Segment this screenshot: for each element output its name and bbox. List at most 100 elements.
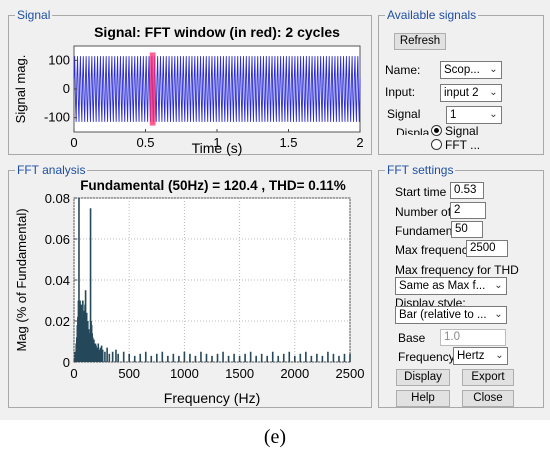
fft-bar (244, 353, 246, 362)
fft-bar (106, 347, 108, 362)
fft-bar (172, 353, 175, 362)
max-frequency-input[interactable]: 2500 (466, 240, 508, 257)
fundamental-label: Fundament (395, 224, 456, 238)
fft-bar (104, 351, 106, 362)
fft-bar (205, 353, 208, 362)
frequency-unit-dropdown[interactable]: Hertz ⌄ (453, 347, 508, 365)
fft-bar (227, 355, 230, 362)
fundamental-input[interactable]: 50 (451, 221, 483, 238)
display-signal-radio[interactable] (431, 125, 442, 136)
signal-plot: Signal: FFT window (in red): 2 cycles 0 0… (13, 24, 364, 156)
signal-number-dropdown[interactable]: 1 ⌄ (446, 106, 502, 124)
frequency-unit-label: Frequency (398, 350, 455, 364)
fft-bar (122, 351, 125, 362)
input-value: input 2 (444, 87, 479, 99)
fft-bar (271, 351, 274, 362)
display-style-value: Bar (relative to ... (399, 309, 487, 321)
fft-bar (238, 355, 241, 362)
signal-xlabel: Time (s) (192, 140, 243, 156)
fft-bar (167, 355, 169, 362)
close-button[interactable]: Close (462, 390, 514, 407)
fft-panel-title: FFT analysis (15, 163, 88, 177)
display-fft-radio[interactable] (431, 139, 442, 150)
start-time-input[interactable]: 0.53 (450, 182, 484, 199)
fft-plot: Fundamental (50Hz) = 120.4 , THD= 0.11% … (14, 178, 364, 406)
fft-analysis-window: Signal Signal: FFT window (in red): 2 cy… (0, 0, 550, 420)
signal-xtick-label: 2 (356, 135, 363, 150)
num-cycles-input[interactable]: 2 (450, 202, 486, 219)
help-button[interactable]: Help (396, 390, 450, 407)
fft-bar (216, 353, 219, 362)
fft-bar (111, 351, 114, 362)
fft-xtick-label: 2000 (280, 366, 309, 381)
export-button[interactable]: Export (462, 369, 514, 386)
fft-bar (133, 355, 136, 362)
display-signal-label: Signal (445, 124, 479, 138)
fft-settings-panel: FFT settings (378, 164, 544, 408)
chevron-down-icon: ⌄ (492, 348, 507, 364)
fft-bar (189, 353, 191, 362)
fft-xtick-label: 500 (118, 366, 140, 381)
fft-bar (74, 351, 76, 362)
signal-xtick-label: 1 (213, 135, 220, 150)
fft-bar (321, 355, 324, 362)
input-label: Input: (385, 85, 416, 99)
fft-bar (139, 353, 142, 362)
max-frequency-label: Max frequency (395, 243, 474, 257)
display-style-dropdown[interactable]: Bar (relative to ... ⌄ (395, 306, 507, 324)
fft-bar (349, 353, 351, 362)
signal-xtick-label: 1.5 (279, 135, 297, 150)
chevron-down-icon: ⌄ (486, 85, 501, 101)
start-time-label: Start time (395, 185, 447, 199)
fft-window-highlight (149, 52, 156, 126)
max-frequency-thd-value: Same as Max f... (399, 280, 486, 292)
signal-xtick-label: 0 (70, 135, 77, 150)
fft-bar (299, 353, 302, 362)
fft-settings-title: FFT settings (385, 163, 456, 177)
fft-bar (255, 355, 257, 362)
fft-bar (327, 351, 329, 362)
fft-bar (178, 355, 180, 362)
display-button[interactable]: Display (396, 369, 450, 386)
fft-bar (161, 351, 164, 362)
fft-bar (211, 355, 213, 362)
frequency-unit-value: Hertz (457, 350, 485, 362)
fft-bar (266, 355, 268, 362)
chevron-down-icon: ⌄ (491, 307, 506, 323)
fft-bar (99, 347, 102, 362)
fft-bar (128, 353, 130, 362)
display-fft-label: FFT ... (445, 138, 481, 152)
name-value: Scop... (444, 64, 480, 76)
chevron-down-icon: ⌄ (491, 278, 506, 294)
fft-bar (96, 347, 98, 362)
fft-bar (305, 351, 307, 362)
fft-ylabel: Mag (% of Fundamental) (14, 208, 29, 351)
figure-caption: (e) (263, 426, 287, 448)
fft-bar (108, 353, 111, 362)
max-frequency-thd-label: Max frequency for THD (395, 263, 519, 277)
fft-ytick-label: 0.04 (45, 273, 70, 288)
refresh-button[interactable]: Refresh (394, 33, 446, 50)
name-dropdown[interactable]: Scop... ⌄ (440, 61, 502, 79)
fft-bar (194, 355, 197, 362)
fft-bar (150, 355, 153, 362)
signal-xtick-label: 0.5 (136, 135, 154, 150)
fft-analysis-panel: FFT analysis (8, 164, 372, 408)
signal-ylabel: Signal mag. (13, 55, 28, 124)
max-frequency-thd-dropdown[interactable]: Same as Max f... ⌄ (395, 277, 507, 295)
input-dropdown[interactable]: input 2 ⌄ (440, 84, 502, 102)
fft-ytick-label: 0.08 (45, 191, 70, 206)
fft-bar (343, 353, 346, 362)
fft-bar (282, 353, 285, 362)
fft-xtick-label: 1500 (225, 366, 254, 381)
fft-plot-title: Fundamental (50Hz) = 120.4 , THD= 0.11% (80, 178, 346, 193)
signal-panel: Signal (8, 9, 372, 155)
display-mode-label: Displa (396, 126, 430, 135)
fft-bar (183, 351, 186, 362)
signal-plot-title: Signal: FFT window (in red): 2 cycles (94, 24, 340, 40)
fft-bar (200, 351, 202, 362)
signal-series-line (73, 56, 361, 122)
signal-ytick-label: -100 (44, 110, 70, 125)
fft-xtick-label: 0 (70, 366, 77, 381)
signal-panel-title: Signal (15, 8, 53, 22)
